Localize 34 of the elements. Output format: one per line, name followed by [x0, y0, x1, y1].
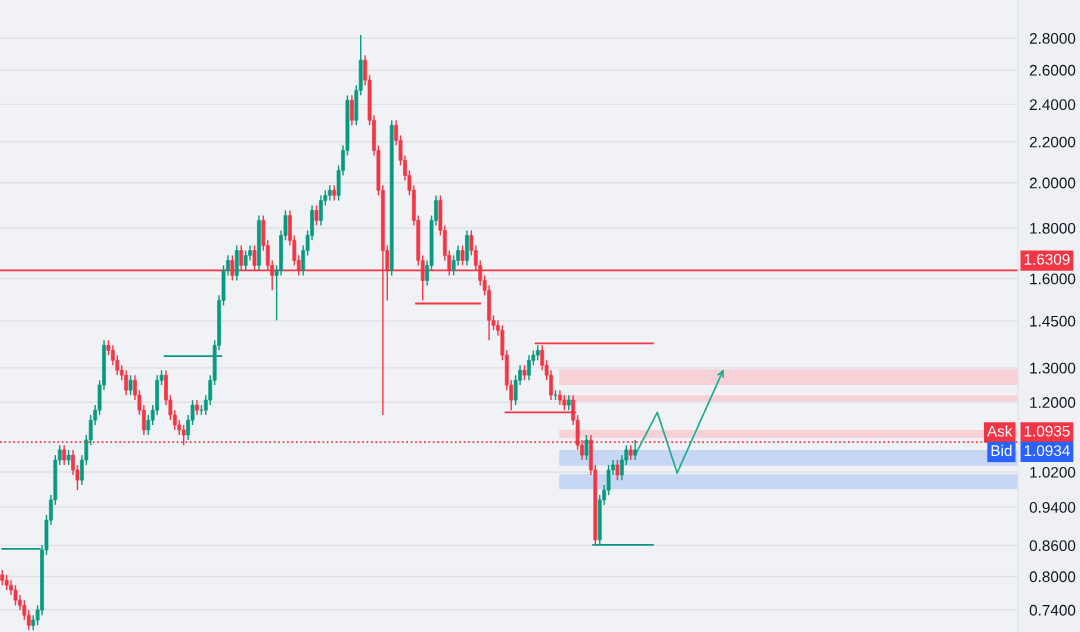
- candlestick: [230, 254, 235, 282]
- candlestick: [243, 249, 248, 272]
- candlestick: [633, 439, 638, 461]
- text: 1.0934: [1024, 445, 1070, 457]
- y-tick-label: 1.6000: [1030, 273, 1076, 285]
- y-tick-label: 0.8000: [1029, 571, 1076, 583]
- candlestick: [349, 94, 354, 126]
- y-tick-label: 2.6000: [1029, 64, 1076, 76]
- candlestick: [146, 414, 151, 436]
- ref-line-label: 1.6309: [1024, 253, 1070, 265]
- candlestick: [460, 244, 465, 267]
- y-tick-label: 1.4500: [1030, 315, 1076, 327]
- y-tick-label: 0.8600: [1029, 540, 1076, 552]
- y-tick-label: 1.2000: [1030, 397, 1076, 408]
- y-tick-label: 1.3000: [1030, 362, 1076, 374]
- y-tick-label: 0.7400: [1029, 604, 1076, 616]
- ref-line-label: 1.0935: [1024, 425, 1070, 437]
- candlestick: [13, 584, 18, 607]
- y-tick-label: 2.2000: [1029, 136, 1076, 148]
- candlestick: [584, 434, 589, 461]
- candlestick: [26, 609, 31, 631]
- y-tick-label: 1.0200: [1030, 466, 1076, 478]
- candlestick: [615, 459, 620, 481]
- annotation: Ask: [987, 425, 1013, 437]
- y-tick-label: 1.8000: [1030, 222, 1076, 234]
- candlestick: [128, 374, 133, 396]
- candlestick: [62, 444, 67, 466]
- candlestick: [124, 369, 129, 396]
- y-tick-label: 2.4000: [1029, 99, 1076, 111]
- y-tick-label: 2.0000: [1029, 177, 1076, 189]
- annotation: Bid: [991, 444, 1012, 457]
- y-tick-label: 2.8000: [1029, 33, 1076, 44]
- candlestick: [314, 204, 319, 227]
- y-tick-label: 0.9400: [1029, 502, 1076, 513]
